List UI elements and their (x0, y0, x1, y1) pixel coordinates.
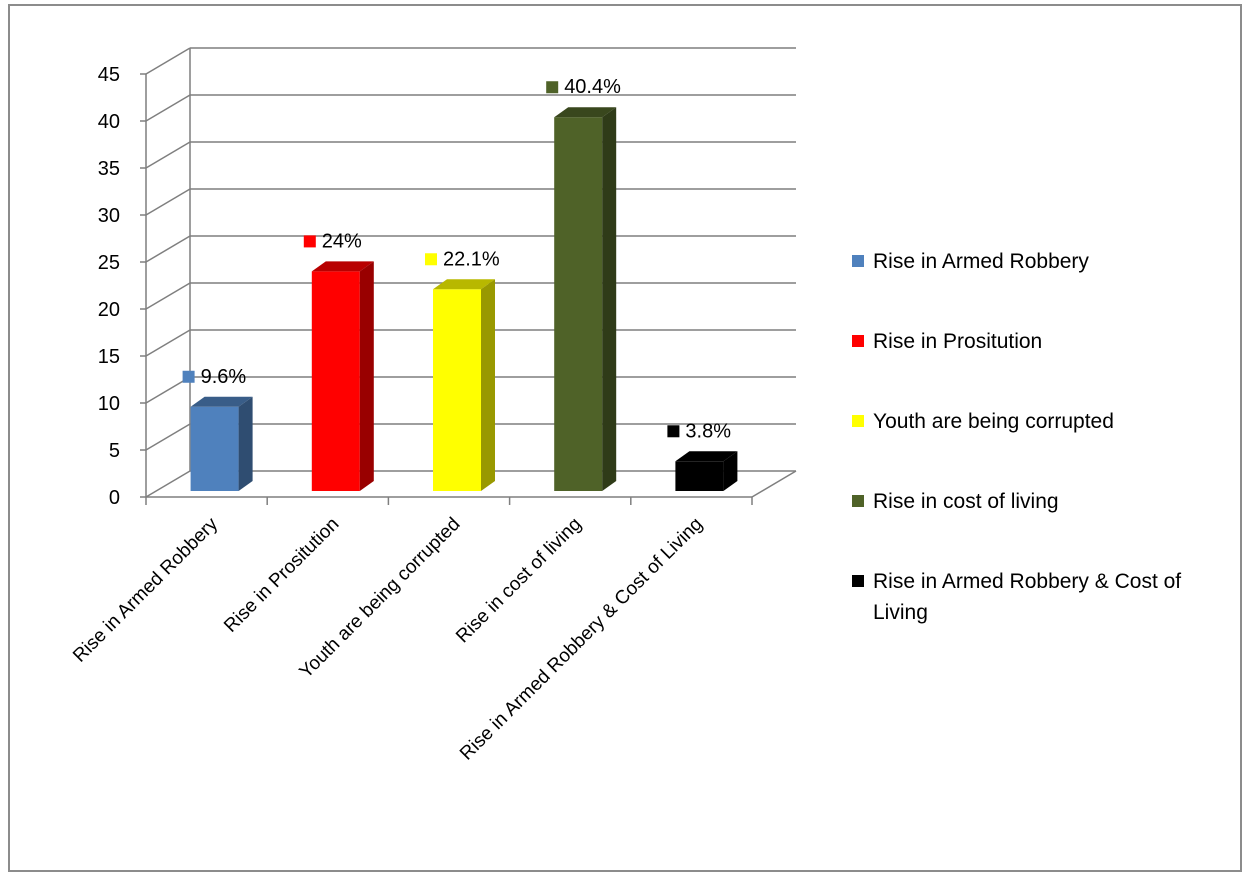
category-label: Rise in Armed Robbery (69, 513, 222, 666)
data-label-marker (182, 370, 195, 383)
data-label: 40.4% (564, 76, 621, 98)
y-tick-label: 30 (98, 205, 120, 227)
y-tick-label: 45 (98, 64, 120, 86)
data-label: 3.8% (685, 420, 731, 442)
category-label: Rise in cost of living (452, 514, 586, 648)
data-label: 9.6% (201, 366, 247, 388)
legend-label: Rise in Prositution (873, 330, 1042, 353)
bar-side (481, 279, 495, 491)
floor-right-edge (751, 470, 797, 498)
bar-side (723, 451, 738, 491)
legend-swatch (852, 335, 864, 347)
gridline-diagonal (145, 141, 191, 169)
bar-side (238, 396, 253, 491)
gridline-diagonal (145, 235, 191, 263)
bars (190, 107, 738, 492)
legend-swatch (852, 575, 864, 587)
y-tick-label: 10 (98, 393, 120, 415)
bar-front (433, 289, 481, 491)
legend-label: Rise in Armed Robbery & Cost of (873, 570, 1181, 593)
bar-top (554, 107, 617, 118)
bar-top (675, 451, 738, 462)
data-label: 22.1% (443, 248, 500, 270)
gridline-diagonal (145, 188, 191, 216)
data-label-marker (546, 81, 559, 94)
bar-top (433, 279, 495, 290)
y-tick-label: 40 (98, 111, 120, 133)
legend-swatch (852, 255, 864, 267)
data-label-marker (425, 253, 437, 266)
bar-top (190, 396, 253, 407)
y-tick-label: 5 (109, 440, 120, 462)
bar (311, 261, 374, 491)
gridline-diagonal (145, 47, 191, 75)
legend: Rise in Armed Robbery Rise in Prositution… (852, 250, 1181, 624)
gridlines (145, 47, 796, 451)
legend-label: Rise in cost of living (873, 490, 1059, 513)
y-tick-label: 15 (98, 346, 120, 368)
legend-label: Rise in Armed Robbery (873, 250, 1089, 273)
bar-front (311, 271, 360, 491)
bar-top (311, 261, 374, 272)
gridline-diagonal (145, 423, 191, 451)
category-label: Rise in Prositution (220, 514, 343, 637)
gridline-diagonal (145, 94, 191, 122)
legend-swatch (852, 415, 864, 427)
data-labels: 9.6% 24% 22.1% 40.4% 3.8% (182, 76, 731, 442)
data-label-marker (303, 235, 316, 248)
category-label: Rise in Armed Robbery & Cost of Living (456, 514, 707, 765)
bar-front (554, 117, 603, 492)
bar (675, 451, 738, 491)
bar (433, 279, 495, 491)
bar (190, 396, 253, 491)
legend-label: Youth are being corrupted (873, 410, 1114, 433)
gridline-diagonal (145, 329, 191, 357)
bar-side (602, 107, 617, 492)
y-tick-labels: 0 5 10 15 20 25 30 35 40 45 (98, 64, 120, 509)
y-tick-label: 25 (98, 252, 120, 274)
legend-label: Living (873, 601, 928, 624)
legend-swatch (852, 495, 864, 507)
bar (554, 107, 617, 492)
y-tick-label: 35 (98, 158, 120, 180)
data-label-marker (667, 425, 680, 438)
bar-side (359, 261, 374, 491)
bar-front (675, 461, 724, 491)
data-label: 24% (322, 230, 362, 252)
floor-left-edge (145, 470, 191, 498)
bar-front (190, 406, 239, 491)
gridline-diagonal (145, 282, 191, 310)
y-tick-label: 0 (109, 487, 120, 509)
y-tick-label: 20 (98, 299, 120, 321)
